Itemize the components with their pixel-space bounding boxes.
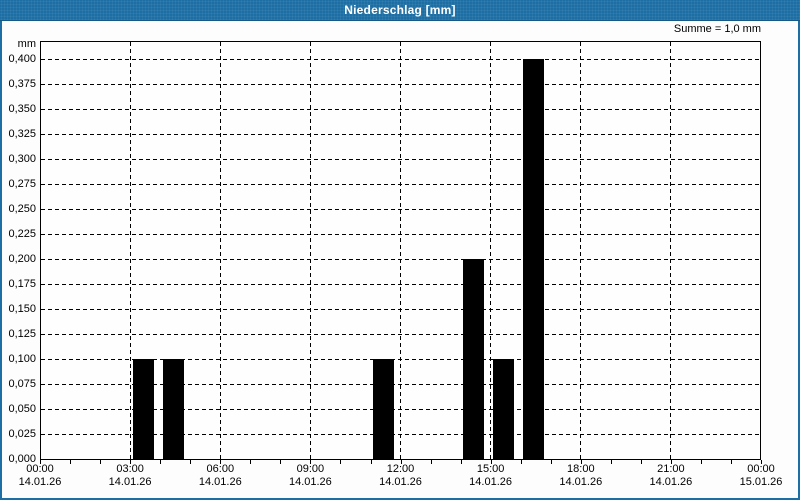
precipitation-bar [373,359,394,459]
plot-area [40,41,761,460]
x-axis-tick [550,460,552,464]
x-axis-tick [100,460,102,464]
x-axis-tick [430,460,432,464]
window-title: Niederschlag [mm] [344,3,456,17]
x-axis-tick [40,460,41,464]
x-axis-date-label: 14.01.26 [108,476,152,488]
x-axis-tick [520,460,522,464]
x-axis-tick [640,460,642,464]
vertical-gridline [669,42,671,459]
x-axis-tick [340,460,342,464]
x-axis-time-label: 18:00 [567,463,595,475]
x-axis-tick [610,460,612,464]
x-axis-time-label: 21:00 [657,463,685,475]
y-axis-tick-label: 0,075 [8,378,36,390]
y-axis-tick-label: 0,000 [8,453,36,465]
x-axis-label: 09:00 14.01.26 [278,463,342,489]
y-axis-tick-label: 0,175 [8,278,36,290]
x-axis-time-label: 15:00 [476,463,505,475]
y-axis-tick-label: 0,250 [8,203,36,215]
x-axis-tick [280,460,282,464]
y-axis-tick-label: 0,400 [8,53,36,65]
vertical-gridline [579,42,581,459]
x-axis-time-label: 03:00 [116,463,144,475]
y-axis-tick-label: 0,150 [8,303,36,315]
x-axis-date-label: 14.01.26 [469,476,512,488]
x-axis-label: 03:00 14.01.26 [98,463,162,489]
x-axis-date-label: 14.01.26 [649,476,693,488]
title-bar: Niederschlag [mm] [0,0,800,21]
x-axis-label: 00:00 15.01.26 [729,463,793,489]
precipitation-bar [492,359,514,459]
x-axis-tick [460,460,462,464]
x-axis-label: 06:00 14.01.26 [188,463,252,489]
sum-label: Summe = 1,0 mm [673,23,761,35]
x-axis-time-label: 00:00 [26,463,54,475]
x-axis-date-label: 14.01.26 [559,476,603,488]
x-axis-label: 12:00 14.01.26 [369,463,433,489]
x-axis-label: 00:00 14.01.26 [8,463,72,489]
x-axis-date-label: 14.01.26 [198,476,242,488]
vertical-gridline [310,42,312,459]
x-axis-tick [580,460,582,464]
vertical-gridline [489,42,491,459]
y-axis-tick-label: 0,125 [8,328,36,340]
precipitation-bar [133,359,155,459]
x-axis-tick [160,460,162,464]
y-axis-tick-label: 0,275 [8,178,36,190]
x-axis-time-label: 12:00 [386,463,415,475]
x-axis-tick [250,460,252,464]
x-axis-date-label: 14.01.26 [18,476,62,488]
precipitation-bar [163,359,185,459]
x-axis-tick [700,460,702,464]
y-axis-unit-label: mm [17,38,36,50]
x-axis-tick [490,460,492,464]
y-axis-tick-label: 0,350 [8,103,36,115]
x-axis-tick [220,460,222,464]
x-axis-tick [761,460,762,464]
y-axis-tick-label: 0,325 [8,128,36,140]
x-axis-tick [190,460,192,464]
plot-canvas [41,42,760,459]
x-axis-label: 21:00 14.01.26 [639,463,703,489]
x-axis-label: 18:00 14.01.26 [549,463,613,489]
vertical-gridline [130,42,132,459]
y-axis-tick-label: 0,200 [8,253,36,265]
precipitation-bar [462,259,484,459]
y-axis-tick-label: 0,100 [8,353,36,365]
x-axis-tick [670,460,672,464]
y-axis-tick-label: 0,225 [8,228,36,240]
x-axis-time-label: 09:00 [296,463,325,475]
x-axis-tick [70,460,71,464]
x-axis-date-label: 15.01.26 [739,476,783,488]
x-axis-tick [370,460,372,464]
x-axis-time-label: 06:00 [206,463,235,475]
vertical-gridline [400,42,401,459]
x-axis-tick [731,460,732,464]
x-axis-time-label: 00:00 [747,463,775,475]
x-axis-date-label: 14.01.26 [288,476,332,488]
precipitation-bar [522,59,544,459]
y-axis-tick-label: 0,375 [8,78,36,90]
x-axis-date-label: 14.01.26 [379,476,422,488]
y-axis-tick-label: 0,025 [8,428,36,440]
y-axis-tick-label: 0,300 [8,153,36,165]
x-axis-label: 15:00 14.01.26 [459,463,523,489]
x-axis-tick [400,460,402,464]
x-axis-tick [130,460,132,464]
vertical-gridline [220,42,222,459]
x-axis-tick [310,460,312,464]
y-axis-tick-label: 0,050 [8,403,36,415]
